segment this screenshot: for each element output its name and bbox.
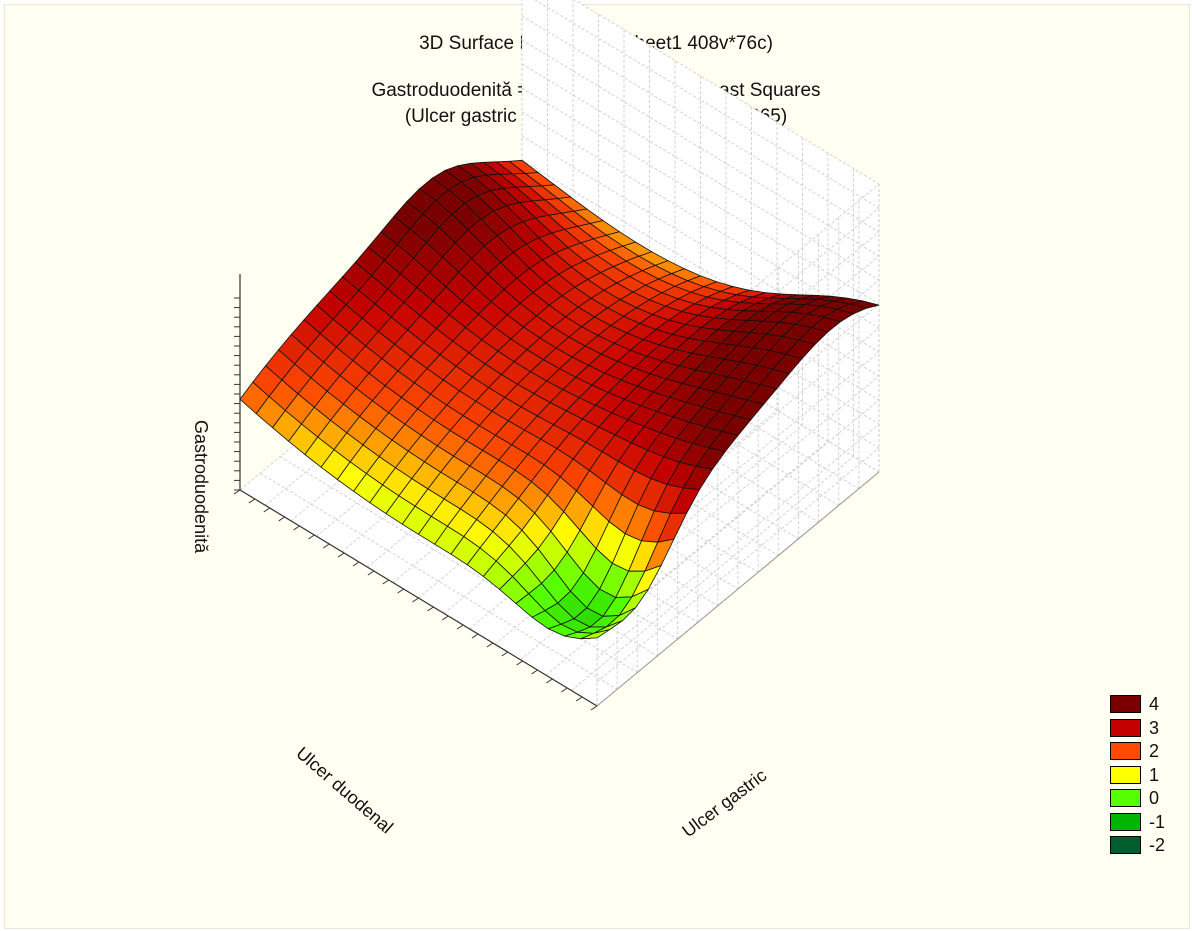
x-axis-label: Ulcer gastric: [678, 765, 770, 841]
legend-label: 4: [1149, 694, 1160, 714]
legend-label: -1: [1149, 811, 1166, 832]
legend-item: 1: [1110, 764, 1190, 788]
legend-label: 0: [1149, 788, 1160, 808]
legend-swatch: [1110, 718, 1141, 737]
legend-item: 0: [1110, 787, 1190, 811]
legend-label: 3: [1149, 717, 1160, 738]
legend-item: 2: [1110, 740, 1190, 764]
surface-mesh: [239, 159, 880, 640]
legend-item: -1: [1110, 811, 1190, 835]
legend-swatch: [1110, 812, 1141, 831]
legend-swatch: [1110, 836, 1141, 854]
legend-swatch: [1110, 789, 1141, 807]
legend-item: 3: [1110, 717, 1190, 741]
legend-label: 2: [1149, 741, 1160, 761]
legend: 4 3 2 1 0 -1 -2: [1110, 693, 1190, 858]
legend-swatch: [1110, 765, 1141, 784]
legend-item: -2: [1110, 834, 1190, 858]
legend-item: 4: [1110, 693, 1190, 717]
surface-cell: [580, 629, 611, 640]
legend-swatch: [1110, 742, 1141, 760]
legend-swatch: [1110, 695, 1141, 713]
legend-label: -2: [1149, 835, 1166, 855]
y-axis-label: Ulcer duodenal: [292, 743, 397, 838]
legend-label: 1: [1149, 764, 1160, 785]
z-axis-label: Gastroduodenită: [191, 420, 211, 554]
